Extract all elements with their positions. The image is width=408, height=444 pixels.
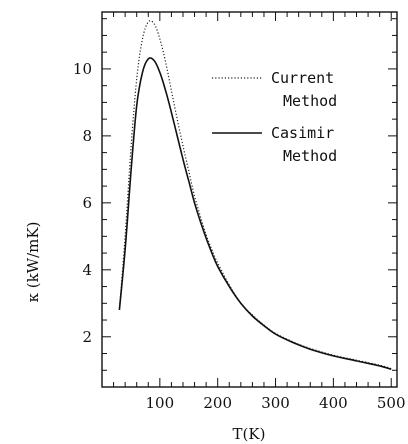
legend: Current Method Casimir Method — [212, 69, 337, 165]
x-axis-title: T(K) — [233, 425, 266, 443]
legend-label-casimir-line1: Casimir — [271, 124, 334, 142]
legend-label-casimir-line2: Method — [283, 147, 337, 165]
x-tick-label: 300 — [261, 394, 290, 412]
y-tick-label: 4 — [82, 261, 92, 279]
x-tick-label: 200 — [203, 394, 232, 412]
x-tick-label: 500 — [377, 394, 406, 412]
y-tick-label: 10 — [73, 60, 92, 78]
legend-label-current-line2: Method — [283, 92, 337, 110]
y-tick-label: 6 — [82, 194, 92, 212]
legend-label-current-line1: Current — [271, 69, 334, 87]
y-axis-title: κ (kW/mK) — [24, 222, 42, 303]
series-line-casimir-method — [118, 57, 392, 371]
tick-labels: 100 200 300 400 500 2 4 6 8 10 — [73, 60, 406, 412]
plot-border — [101, 11, 398, 388]
plot-frame — [101, 11, 398, 388]
axis-ticks — [102, 12, 397, 387]
x-tick-label: 400 — [319, 394, 348, 412]
series-line-current-method — [118, 20, 392, 370]
x-tick-label: 100 — [146, 394, 175, 412]
series-layer — [118, 20, 392, 371]
y-tick-label: 2 — [82, 328, 92, 346]
y-tick-label: 8 — [82, 127, 92, 145]
